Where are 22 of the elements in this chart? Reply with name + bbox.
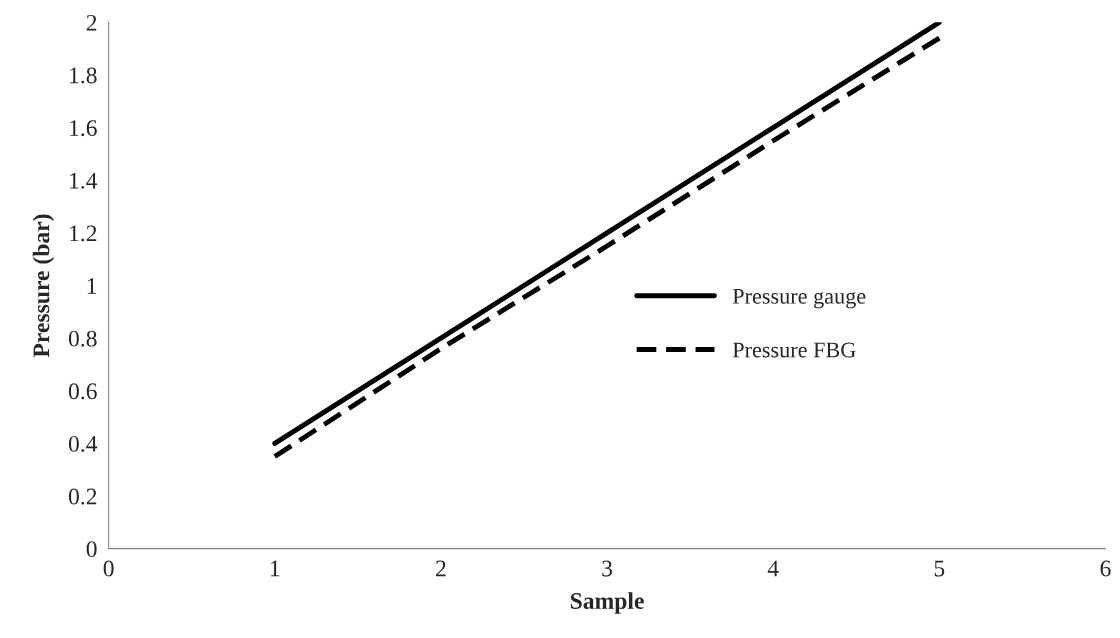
y-tick-label: 0.8 — [68, 330, 97, 347]
x-axis-title: Sample — [570, 592, 644, 614]
y-tick-label: 1.8 — [70, 67, 97, 84]
x-tick-label: 3 — [602, 560, 613, 577]
legend-label: Pressure gauge — [732, 289, 866, 309]
y-tick-label: 0 — [86, 541, 97, 558]
y-tick-label: 1.6 — [70, 120, 97, 137]
y-tick-label: 1 — [87, 278, 97, 294]
x-tick-label: 1 — [270, 560, 280, 577]
y-tick-label: 0.2 — [68, 488, 97, 505]
x-tick-label: 2 — [436, 560, 446, 577]
legend-label: Pressure FBG — [732, 342, 856, 358]
y-tick-label: 1.4 — [70, 172, 98, 189]
y-tick-label: 0.4 — [68, 435, 98, 452]
x-tick-label: 5 — [934, 560, 945, 577]
y-tick-label: 0.6 — [68, 383, 97, 400]
y-tick-label: 2 — [86, 14, 97, 31]
x-tick-label: 4 — [767, 560, 779, 577]
y-tick-label: 1.2 — [70, 225, 97, 242]
y-axis-title: Pressure (bar) — [32, 214, 55, 358]
x-tick-label: 0 — [103, 560, 114, 577]
x-tick-label: 6 — [1100, 560, 1111, 577]
